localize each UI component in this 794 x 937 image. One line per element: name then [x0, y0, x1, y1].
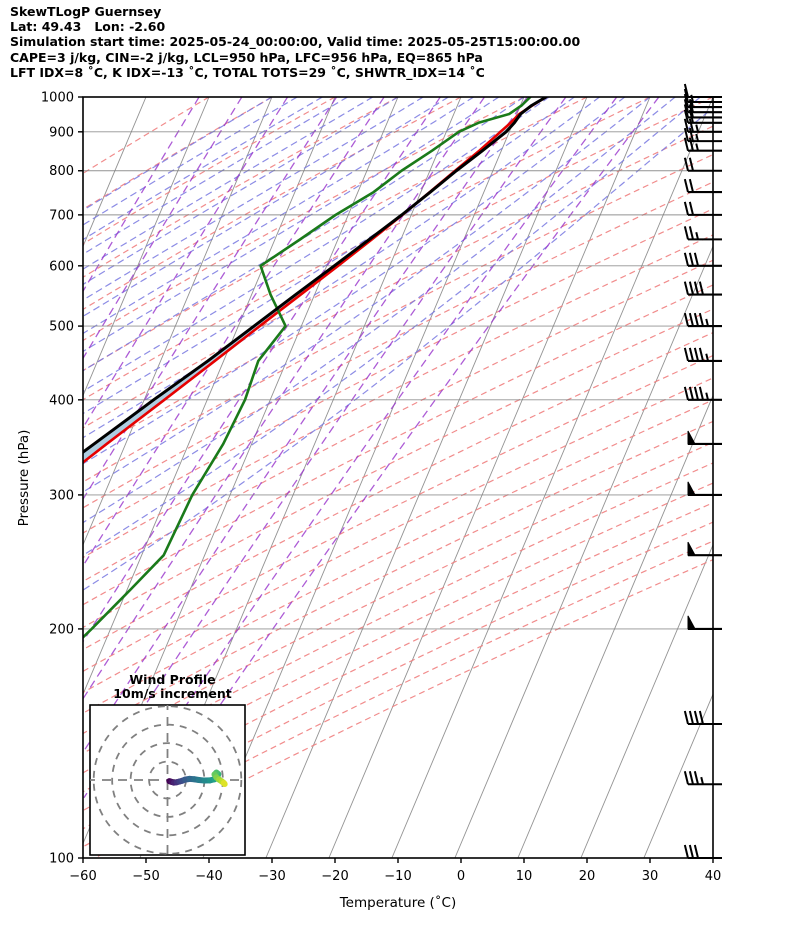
header-block: SkewTLogP Guernsey Lat: 49.43 Lon: -2.60…: [10, 4, 790, 80]
wind-barb: [683, 281, 722, 296]
title-line: SkewTLogP Guernsey: [10, 4, 162, 19]
parcel-curve: [83, 97, 548, 465]
x-tick-label: 20: [579, 869, 596, 884]
y-tick-label: 1000: [41, 91, 74, 106]
moist-adiabat-lines: [83, 97, 713, 591]
wind-barb: [683, 88, 722, 104]
x-tick-label: −10: [384, 869, 411, 884]
wind-barb: [683, 98, 722, 114]
dewpoint-curve: [83, 97, 532, 640]
sounding-curves: [83, 97, 548, 640]
time-line: Simulation start time: 2025-05-24_00:00:…: [10, 34, 581, 50]
indices-line: LFT IDX=8 ˚C, K IDX=-13 ˚C, TOTAL TOTS=2…: [10, 64, 485, 80]
wind-barb: [683, 771, 722, 786]
y-tick-label: 100: [49, 852, 74, 867]
x-tick-label: 10: [516, 869, 533, 884]
wind-barb: [687, 481, 722, 496]
latlon-line: Lat: 49.43 Lon: -2.60: [10, 19, 166, 35]
wind-barb: [683, 127, 722, 143]
x-tick-label: −50: [132, 869, 159, 884]
x-tick-label: −20: [321, 869, 348, 884]
hodograph-increment-label: 10m/s increment: [113, 686, 231, 701]
cape-shading: [83, 97, 547, 463]
cape-line: CAPE=3 j/kg, CIN=-2 j/kg, LCL=950 hPa, L…: [10, 49, 483, 65]
wind-barb: [683, 201, 722, 216]
isobar-lines: [83, 97, 713, 858]
y-tick-label: 600: [49, 259, 74, 274]
wind-barb: [683, 226, 722, 241]
hodograph-title: Wind Profile: [129, 672, 215, 687]
wind-barb: [683, 137, 722, 152]
y-tick-label: 900: [49, 125, 74, 140]
wind-barb: [687, 541, 722, 557]
wind-barb: [683, 178, 722, 194]
y-axis-title: Pressure (hPa): [16, 430, 32, 527]
y-tick-label: 300: [49, 488, 74, 503]
y-tick-label: 800: [49, 164, 74, 179]
wind-barb: [683, 157, 722, 172]
wind-barb: [683, 252, 722, 267]
wind-barb-column: [683, 83, 722, 860]
x-axis-title: Temperature (˚C): [339, 894, 457, 911]
wind-barb: [683, 347, 722, 362]
temperature-curve: [83, 97, 548, 455]
wind-barb: [683, 710, 722, 726]
wind-barb: [683, 118, 722, 133]
wind-barb: [687, 430, 722, 446]
hodograph-trace-segment: [220, 779, 228, 788]
wind-barb: [683, 312, 722, 328]
dry-adiabat-lines: [83, 97, 713, 858]
wind-barb: [683, 104, 722, 119]
hodograph-ring: [92, 705, 243, 855]
mixing-ratio-lines: [83, 97, 660, 799]
wind-barb: [683, 844, 722, 860]
y-tick-label: 700: [49, 208, 74, 223]
wind-barb: [683, 109, 722, 124]
x-tick-label: −30: [258, 869, 285, 884]
wind-barb: [683, 386, 722, 401]
x-tick-label: −60: [69, 869, 96, 884]
y-tick-label: 200: [49, 622, 74, 637]
x-tick-label: 30: [642, 869, 659, 884]
x-tick-label: 0: [457, 869, 465, 884]
x-tick-label: −40: [195, 869, 222, 884]
wind-barb: [687, 615, 722, 630]
x-tick-label: 40: [705, 869, 722, 884]
y-tick-label: 500: [49, 320, 74, 335]
y-tick-label: 400: [49, 393, 74, 408]
